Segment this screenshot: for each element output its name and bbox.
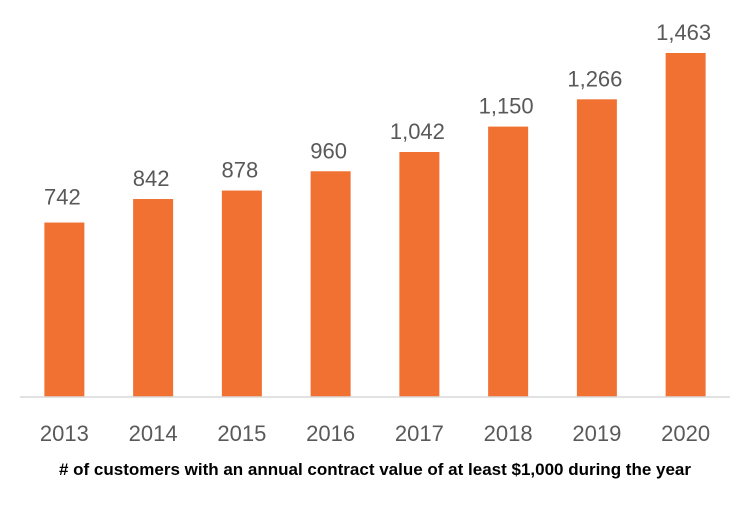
x-tick-label-2016: 2016 — [306, 421, 355, 446]
value-label-2020: 1,463 — [656, 20, 711, 45]
x-tick-label-2014: 2014 — [129, 421, 178, 446]
bar-2019 — [576, 99, 617, 397]
x-tick-label-2017: 2017 — [395, 421, 444, 446]
x-tick-label-2020: 2020 — [661, 421, 710, 446]
value-label-2014: 842 — [133, 166, 170, 191]
x-tick-label-2019: 2019 — [572, 421, 621, 446]
value-label-2017: 1,042 — [390, 119, 445, 144]
x-tick-label-2015: 2015 — [217, 421, 266, 446]
value-labels-group: 742 842 878 960 1,042 1,150 1,266 1,463 — [44, 20, 711, 210]
bar-2014 — [133, 199, 174, 397]
value-label-2018: 1,150 — [479, 94, 534, 119]
bar-2017 — [399, 151, 440, 397]
bar-2018 — [488, 126, 529, 397]
value-label-2019: 1,266 — [567, 66, 622, 91]
bar-2020 — [665, 53, 706, 397]
bar-2016 — [310, 171, 351, 397]
chart-caption: # of customers with an annual contract v… — [58, 460, 692, 479]
x-tick-labels-group: 2013 2014 2015 2016 2017 2018 2019 2020 — [40, 421, 710, 446]
bars-group — [44, 53, 706, 397]
value-label-2015: 878 — [222, 158, 259, 183]
x-tick-label-2018: 2018 — [484, 421, 533, 446]
bar-2013 — [44, 222, 85, 397]
x-tick-label-2013: 2013 — [40, 421, 89, 446]
bar-2015 — [221, 190, 262, 397]
value-label-2013: 742 — [44, 185, 81, 210]
value-label-2016: 960 — [310, 138, 347, 163]
